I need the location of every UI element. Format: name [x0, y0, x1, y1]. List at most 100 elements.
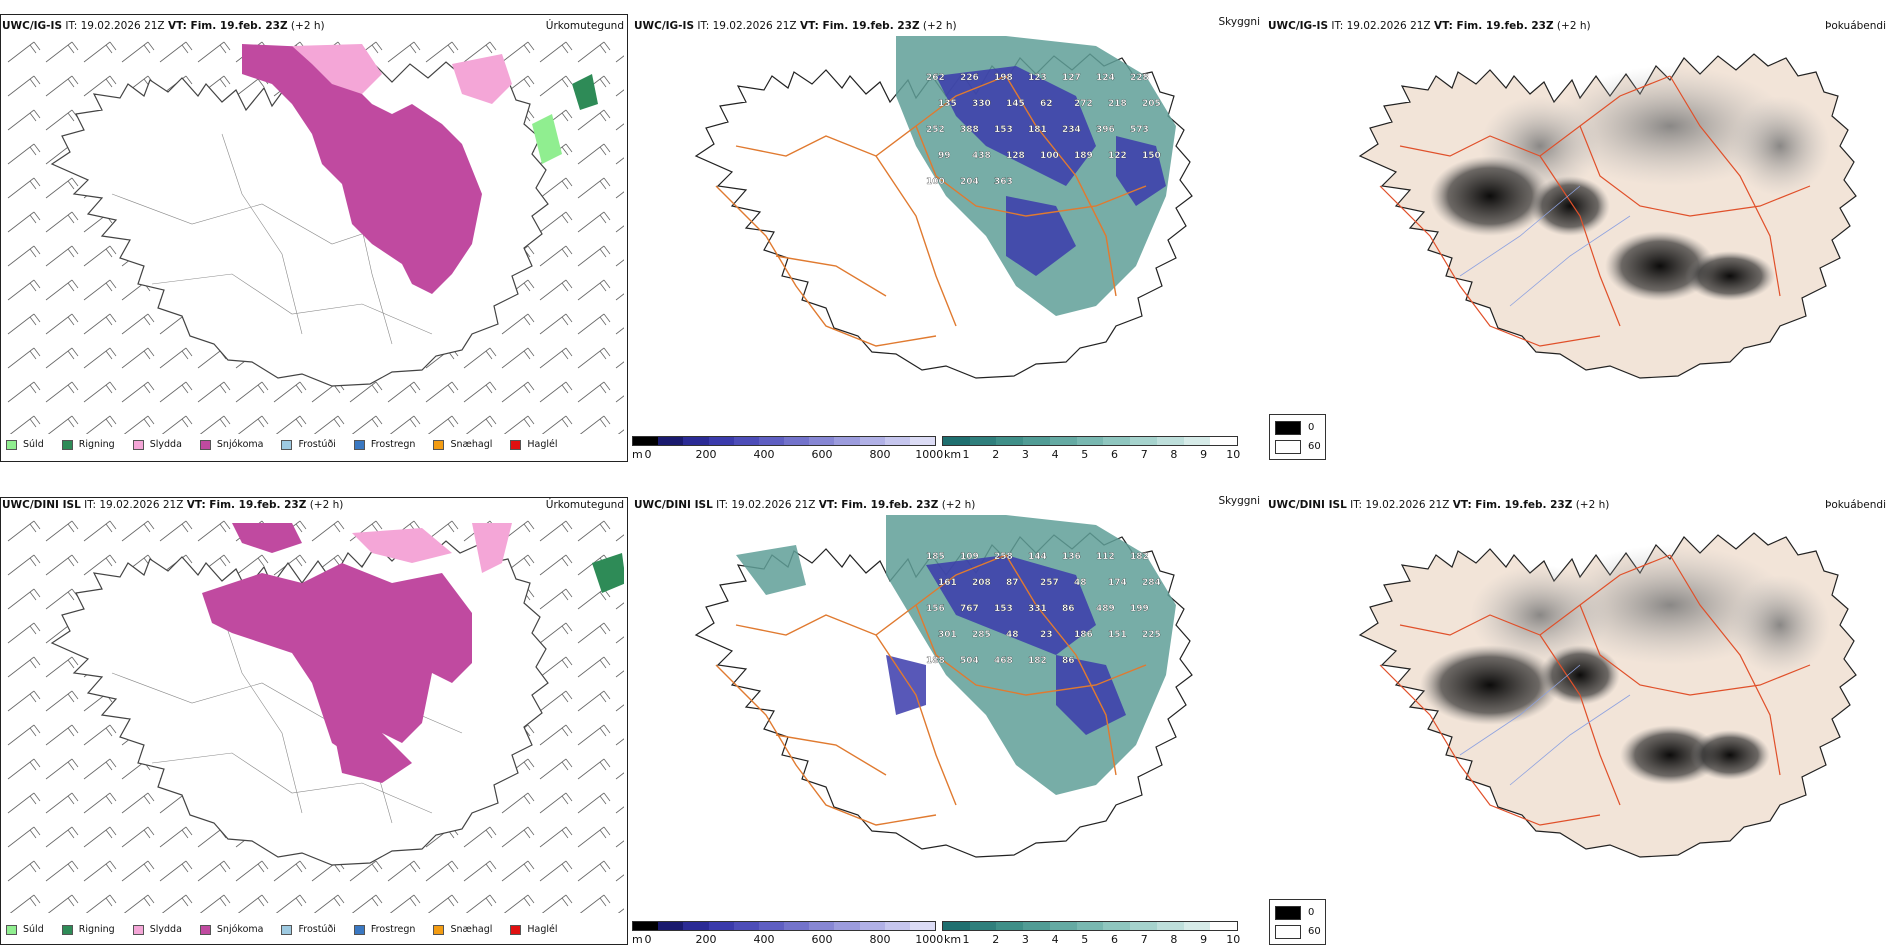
colorbar-cell	[1023, 437, 1050, 445]
visibility-value-label: 153	[994, 125, 1013, 135]
colorbar-cell	[1049, 922, 1077, 930]
visibility-value-label: 218	[1108, 99, 1127, 109]
legend-label: Súld	[23, 924, 44, 935]
visibility-value-label: 228	[1130, 73, 1149, 83]
colorbar-cell	[1023, 922, 1050, 930]
tick-label: 8	[1170, 933, 1178, 946]
tick-label: 2	[992, 933, 1000, 946]
legend-swatch	[6, 439, 17, 450]
legend-item: Snæhagl	[433, 439, 492, 450]
it-value: 19.02.2026 21Z	[99, 499, 184, 511]
colorbar-cell	[658, 437, 684, 445]
drizzle-area	[532, 114, 562, 164]
precip-type-panel: UWC/IG-IS IT: 19.02.2026 21Z VT: Fim. 19…	[0, 0, 630, 470]
tick-label: 400	[753, 448, 775, 461]
fog-map	[1359, 53, 1857, 379]
visibility-value-label: 182	[1130, 552, 1149, 562]
visibility-value-label: 144	[1028, 552, 1047, 562]
it-label: IT:	[697, 20, 710, 32]
visibility-value-label: 225	[1142, 630, 1161, 640]
fog-legend: 0 60	[1269, 414, 1326, 460]
colorbar-cell	[758, 922, 785, 930]
legend-label: Frostúði	[298, 924, 336, 935]
snow-area	[202, 563, 472, 763]
fog-legend: 0 60	[1269, 899, 1326, 945]
visibility-value-label: 331	[1028, 604, 1047, 614]
tick-label: 4	[1051, 933, 1059, 946]
visibility-value-label: 127	[1062, 73, 1081, 83]
visibility-map: 185 109 258 144 136 112 182 161 208 87 257 48 174 284…	[695, 515, 1193, 858]
visibility-value-label: 330	[972, 99, 991, 109]
tick-label: 5	[1081, 448, 1089, 461]
visibility-value-label: 23	[1040, 630, 1053, 640]
legend-item: Haglél	[510, 924, 558, 935]
legend-label: 60	[1308, 441, 1321, 452]
tick-label: 200	[695, 448, 717, 461]
vt-label: VT: Fim. 19.feb. 23Z	[1433, 20, 1554, 32]
visibility-value-label: 257	[1040, 578, 1059, 588]
tick-label: 600	[811, 933, 833, 946]
colorbar-cell	[809, 922, 835, 930]
forecast-row-2: UWC/DINI ISL IT: 19.02.2026 21Z VT: Fim.…	[0, 479, 1900, 949]
precip-legend: Súld Rigning Slydda Snjókoma Frostúði Fr…	[6, 924, 576, 935]
tick-label: 1000	[915, 933, 944, 946]
colorbar-cell	[1210, 437, 1238, 445]
legend-swatch	[353, 439, 365, 450]
colorbar-cell	[733, 437, 759, 445]
tick-label: 9	[1200, 933, 1208, 946]
tick-label: 6	[1111, 933, 1118, 946]
colorbar-cell	[683, 922, 709, 930]
colorbar-cell	[1076, 437, 1104, 445]
fog-panel: UWC/DINI ISL IT: 19.02.2026 21Z VT: Fim.…	[1266, 479, 1900, 949]
colorbar-cell	[784, 922, 810, 930]
it-value: 19.02.2026 21Z	[1365, 499, 1450, 511]
visibility-value-label: 156	[926, 604, 945, 614]
field-name: Skyggni	[1218, 16, 1261, 28]
model-name: UWC/IG-IS	[1268, 20, 1329, 32]
visibility-value-label: 48	[1006, 630, 1019, 640]
sleet-area-2	[452, 54, 512, 104]
legend-swatch	[1275, 925, 1301, 939]
tick-label: 1	[962, 448, 970, 461]
legend-label: Rigning	[78, 924, 115, 935]
tick-label: 1	[962, 933, 970, 946]
legend-swatch	[61, 924, 73, 935]
colorbar-cell	[943, 437, 970, 445]
tick-label: 400	[753, 933, 775, 946]
tick-label: 8	[1170, 448, 1178, 461]
legend-label: 0	[1308, 422, 1315, 433]
colorbar-cell	[969, 922, 997, 930]
visibility-value-label: 198	[994, 73, 1013, 83]
it-value: 19.02.2026 21Z	[712, 20, 797, 32]
colorbar-cell	[809, 437, 835, 445]
sleet-area-2	[472, 523, 512, 573]
colorbar-cell	[969, 437, 997, 445]
it-label: IT:	[1350, 499, 1363, 511]
model-name: UWC/DINI ISL	[634, 499, 713, 511]
vt-label: VT: Fim. 19.feb. 23Z	[799, 20, 920, 32]
legend-swatch	[1275, 440, 1301, 454]
colorbar-cell	[658, 922, 684, 930]
visibility-value-label: 188	[926, 656, 945, 666]
legend-item: Frostúði	[281, 924, 336, 935]
visibility-value-label: 100	[1040, 151, 1059, 161]
colorbar-cell	[859, 922, 885, 930]
legend-item: Frostregn	[353, 439, 415, 450]
legend-swatch	[61, 439, 73, 450]
colorbar-cell	[784, 437, 810, 445]
colorbar-cell	[909, 437, 936, 445]
panel-header: UWC/IG-IS IT: 19.02.2026 21Z VT: Fim. 19…	[2, 20, 325, 32]
tick-label: 4	[1051, 448, 1059, 461]
panel-header: UWC/DINI ISL IT: 19.02.2026 21Z VT: Fim.…	[1268, 499, 1609, 511]
colorbar-cell	[683, 437, 709, 445]
tick-label: 800	[869, 933, 891, 946]
tick-label: 2	[992, 448, 1000, 461]
visibility-value-label: 128	[1006, 151, 1025, 161]
tick-label: 3	[1021, 933, 1029, 946]
legend-item: Frostúði	[281, 439, 336, 450]
visibility-value-label: 153	[994, 604, 1013, 614]
visibility-panel: UWC/DINI ISL IT: 19.02.2026 21Z VT: Fim.…	[632, 479, 1264, 949]
visibility-value-label: 123	[1028, 73, 1047, 83]
legend-item: Slydda	[132, 439, 182, 450]
visibility-value-label: 161	[938, 578, 957, 588]
